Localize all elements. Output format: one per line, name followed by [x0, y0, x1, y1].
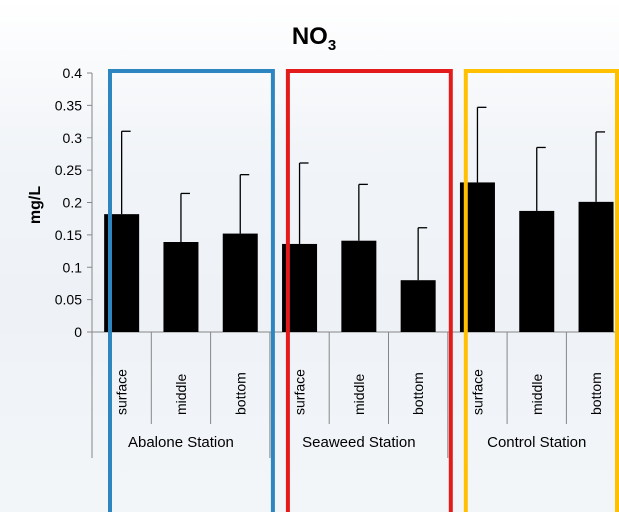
- bar: [163, 241, 199, 332]
- category-label: middle: [173, 374, 189, 415]
- category-label: surface: [469, 369, 485, 415]
- y-tick-label: 0.05: [55, 292, 82, 308]
- category-label: middle: [529, 374, 545, 415]
- y-axis-label: mg/L: [27, 186, 44, 224]
- category-label: bottom: [588, 372, 604, 415]
- chart-title-main: NO: [292, 23, 328, 50]
- error-bars: [121, 106, 606, 281]
- group-label: Abalone Station: [128, 434, 234, 451]
- category-labels: surface middle bottom surface middle bottom su…: [114, 369, 604, 415]
- y-tick-label: 0.3: [63, 130, 83, 146]
- group-label: Seaweed Station: [302, 434, 415, 451]
- bar: [341, 240, 377, 332]
- group-label: Control Station: [487, 434, 586, 451]
- y-tick-label: 0.15: [55, 227, 82, 243]
- chart-title: NO3: [292, 23, 336, 54]
- category-label: bottom: [410, 372, 426, 415]
- group-labels: Abalone Station Seaweed Station Control St…: [128, 434, 586, 451]
- chart-title-subscript: 3: [328, 37, 336, 54]
- category-label: surface: [292, 369, 308, 415]
- category-label: middle: [351, 374, 367, 415]
- y-tick-label: 0.2: [63, 195, 83, 211]
- y-tick-label: 0: [74, 324, 82, 340]
- y-tick-label: 0.4: [63, 65, 83, 81]
- y-tick-label: 0.35: [55, 97, 82, 113]
- category-label: surface: [114, 369, 130, 415]
- group-box: [285, 69, 453, 512]
- bar: [400, 280, 436, 332]
- y-tick-label: 0.1: [63, 259, 83, 275]
- group-box: [108, 69, 275, 512]
- category-label: bottom: [232, 372, 248, 415]
- group-box: [463, 69, 619, 512]
- group-boxes: [108, 69, 619, 512]
- bar: [578, 201, 614, 332]
- y-tick-label: 0.25: [55, 162, 82, 178]
- y-tick-labels: 0 0.05 0.1 0.15 0.2 0.25 0.3 0.35 0.4: [55, 65, 82, 340]
- bar: [519, 210, 555, 332]
- bar: [222, 233, 258, 332]
